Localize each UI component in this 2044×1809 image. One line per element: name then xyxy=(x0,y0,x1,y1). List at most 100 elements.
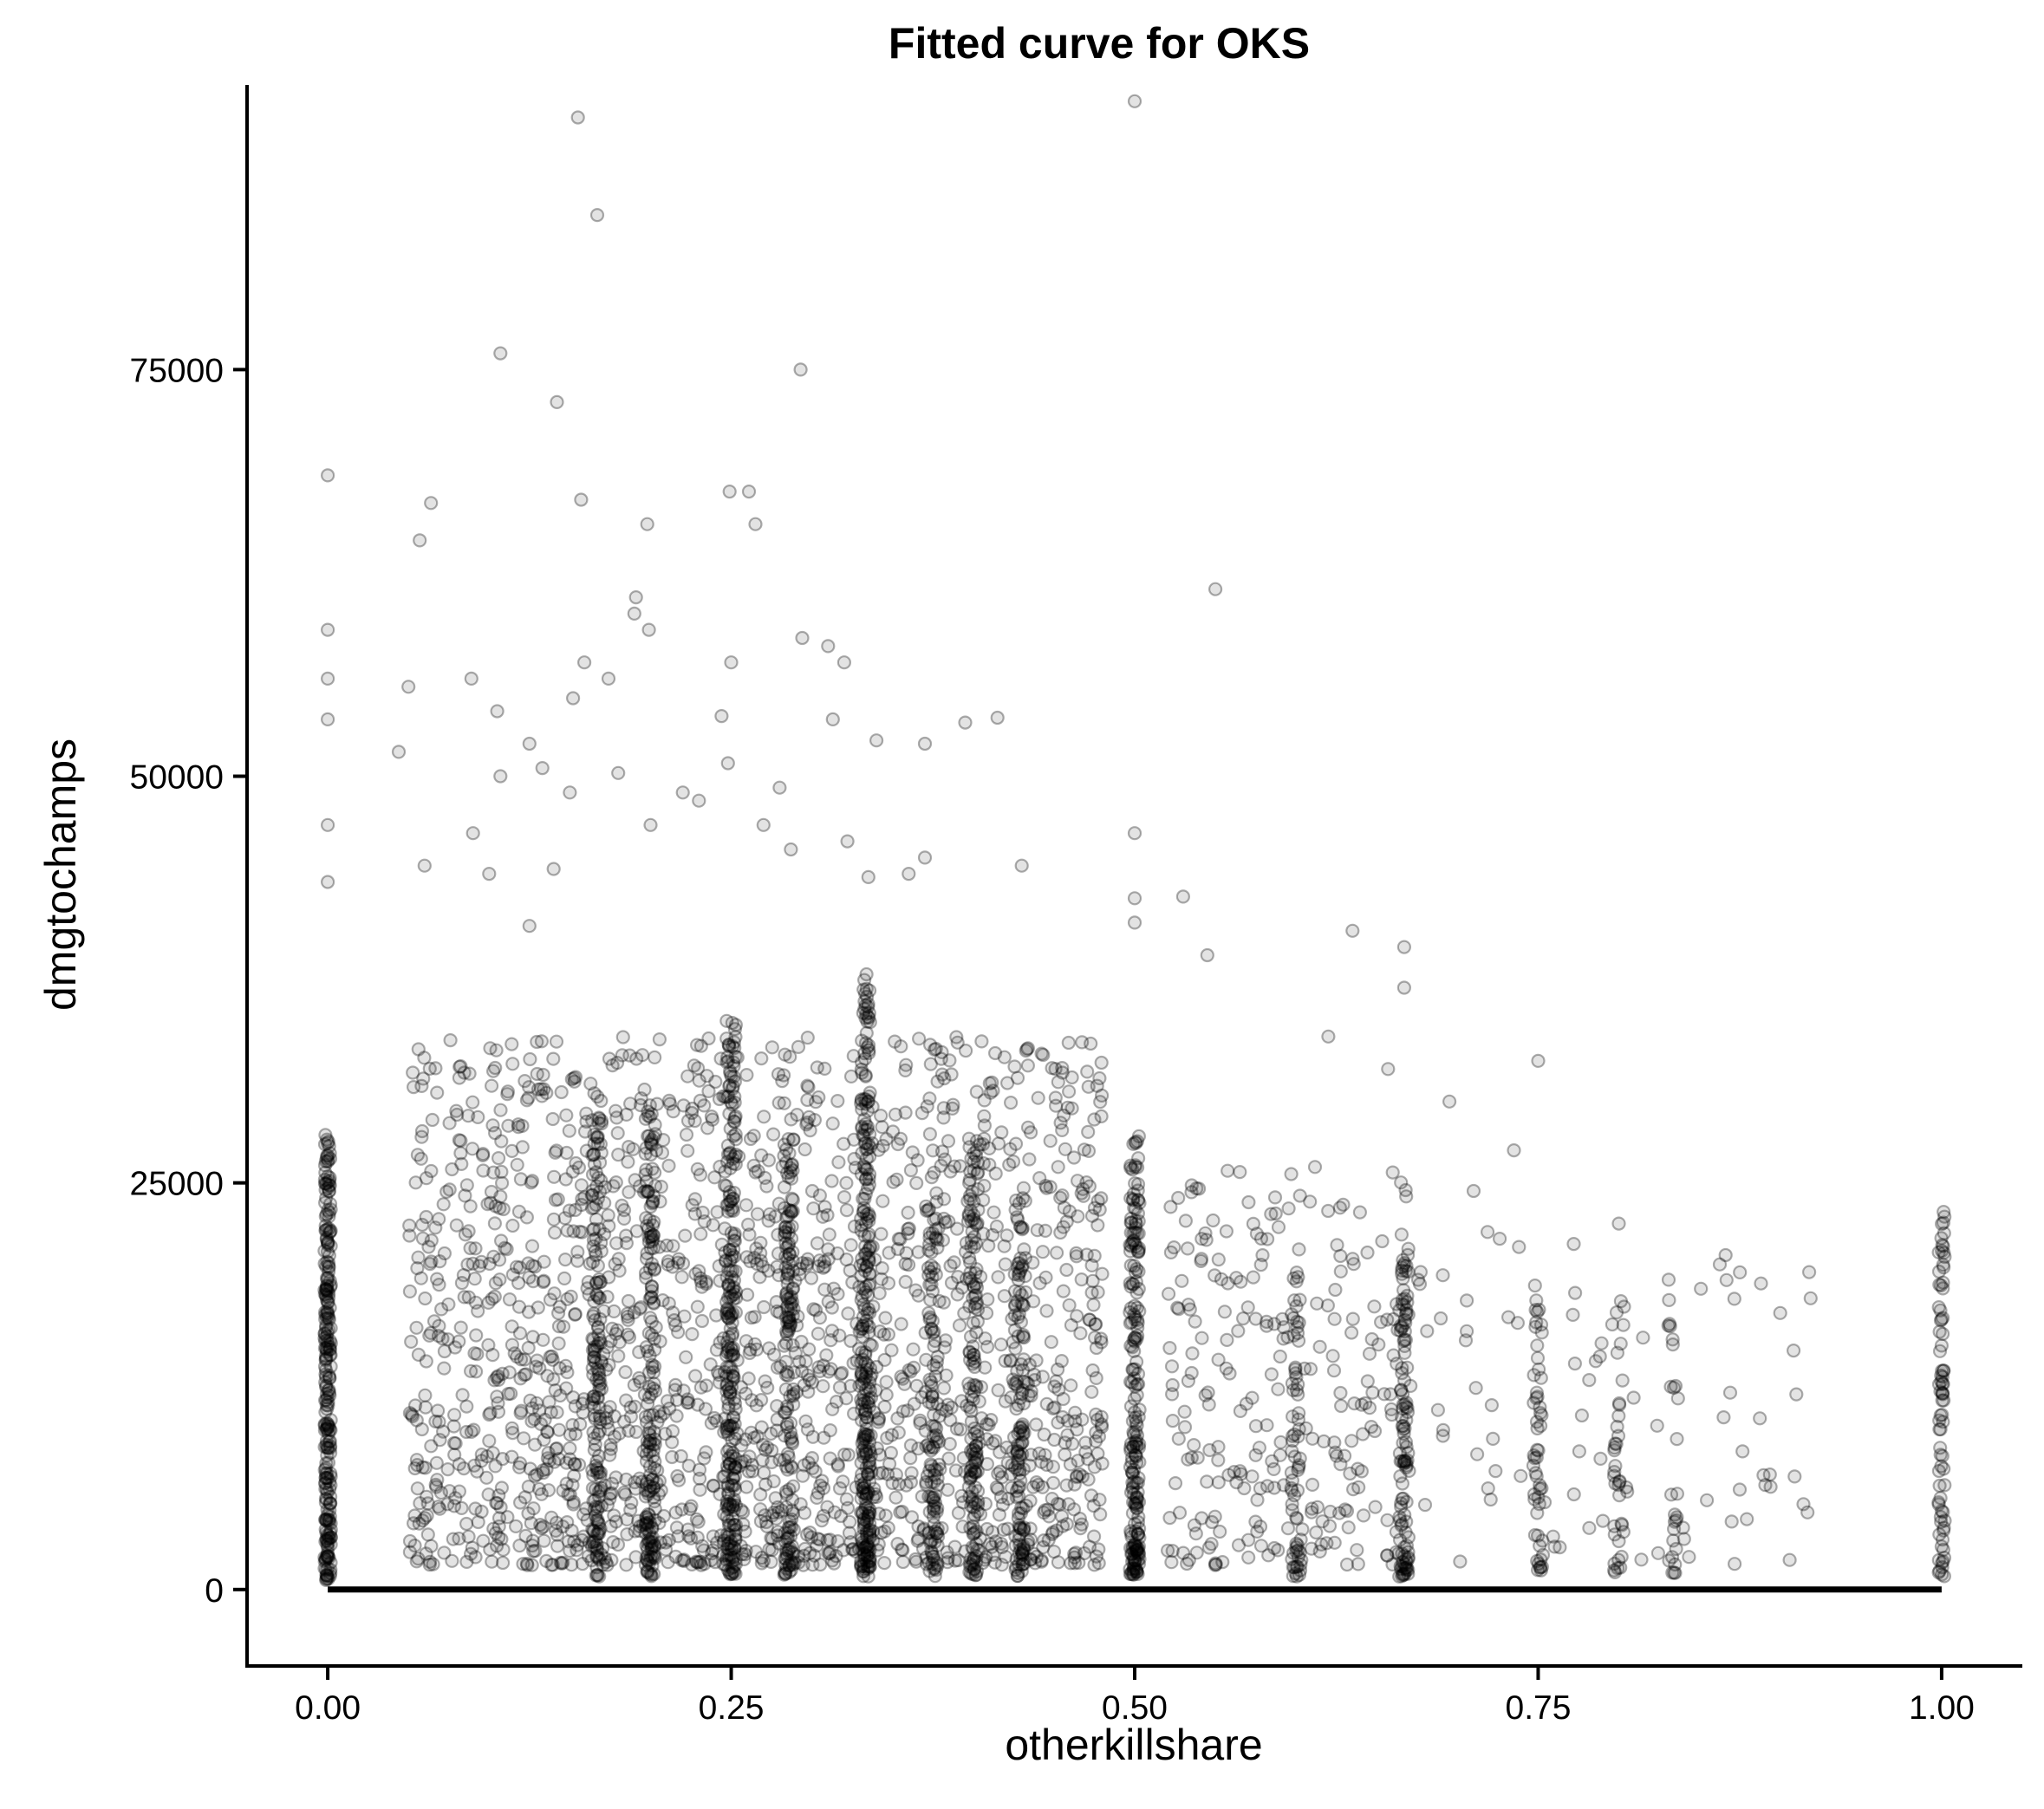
scatter-point-108 xyxy=(976,1155,991,1171)
scatter-point-802 xyxy=(951,1552,966,1568)
scatter-point-596 xyxy=(998,1353,1012,1369)
scatter-point-3740 xyxy=(1013,1220,1028,1234)
scatter-point-1601 xyxy=(693,1227,708,1241)
scatter-point-2059 xyxy=(1385,1165,1400,1180)
scatter-point-1774 xyxy=(524,1414,539,1428)
scatter-point-1259 xyxy=(764,1531,778,1545)
scatter-point-163 xyxy=(410,1457,425,1473)
scatter-point-1939 xyxy=(1273,1435,1288,1450)
scatter-point-680 xyxy=(930,1529,946,1544)
scatter-point-882 xyxy=(1090,1446,1105,1461)
scatter-point-497 xyxy=(516,1557,531,1571)
scatter-point-270 xyxy=(746,1158,761,1173)
scatter-point-3488 xyxy=(926,1428,941,1444)
scatter-point-2236 xyxy=(1420,1324,1435,1338)
scatter-point-647 xyxy=(903,1474,919,1490)
scatter-point-2127 xyxy=(1338,1502,1352,1517)
scatter-point-2911 xyxy=(728,1402,743,1416)
scatter-point-3640 xyxy=(967,1240,981,1255)
scatter-point-550 xyxy=(805,1461,820,1475)
scatter-point-1926 xyxy=(1250,1493,1265,1507)
scatter-point-789 xyxy=(424,1233,439,1248)
scatter-point-1853 xyxy=(930,1074,945,1089)
scatter-point-987 xyxy=(877,1524,892,1539)
scatter-point-965 xyxy=(1086,1298,1101,1312)
scatter-point-774 xyxy=(877,1399,892,1415)
scatter-point-600 xyxy=(486,1165,501,1180)
scatter-point-2025 xyxy=(1182,1302,1197,1317)
scatter-point-4375 xyxy=(1773,1305,1787,1320)
scatter-point-3458 xyxy=(923,1375,939,1389)
scatter-point-218 xyxy=(986,1083,1000,1098)
scatter-point-4314 xyxy=(1935,1567,1950,1582)
scatter-point-329 xyxy=(854,1505,869,1519)
scatter-point-1417 xyxy=(564,1071,579,1087)
scatter-point-2026 xyxy=(1354,1464,1370,1479)
scatter-point-348 xyxy=(643,1531,659,1545)
scatter-point-114 xyxy=(465,1095,480,1109)
scatter-point-629 xyxy=(804,1183,820,1199)
scatter-point-710 xyxy=(428,1477,443,1493)
scatter-point-549 xyxy=(724,1547,739,1562)
scatter-point-424 xyxy=(408,1175,423,1190)
scatter-point-220 xyxy=(436,1197,451,1212)
scatter-point-1260 xyxy=(521,1479,536,1494)
scatter-point-4169 xyxy=(1526,1458,1541,1473)
scatter-point-3027 xyxy=(726,1369,741,1383)
scatter-point-654 xyxy=(778,1310,794,1324)
scatter-point-1371 xyxy=(1020,1058,1036,1073)
scatter-point-3140 xyxy=(782,1246,797,1262)
scatter-point-181 xyxy=(1075,1412,1090,1427)
scatter-point-216 xyxy=(717,1533,732,1548)
scatter-point-1804 xyxy=(922,1038,938,1052)
scatter-point-1718 xyxy=(1036,1047,1051,1063)
scatter-point-1293 xyxy=(449,1103,464,1118)
scatter-point-827 xyxy=(941,1214,956,1229)
scatter-point-753 xyxy=(488,1276,504,1291)
scatter-point-4121 xyxy=(1401,1566,1416,1581)
scatter-point-619 xyxy=(771,1525,785,1539)
scatter-point-4313 xyxy=(1934,1338,1949,1353)
scatter-point-4370 xyxy=(1531,1053,1546,1069)
scatter-point-457 xyxy=(666,1239,680,1253)
scatter-point-2636 xyxy=(587,1136,602,1151)
scatter-point-63 xyxy=(979,1305,994,1321)
scatter-point-290 xyxy=(1006,1376,1022,1391)
scatter-point-4358 xyxy=(917,736,933,752)
scatter-point-2625 xyxy=(590,1288,605,1304)
scatter-point-1073 xyxy=(492,1201,507,1215)
scatter-point-528 xyxy=(461,1529,476,1544)
scatter-point-637 xyxy=(1082,1179,1097,1194)
scatter-point-1642 xyxy=(549,1441,563,1456)
scatter-point-1595 xyxy=(526,1501,541,1516)
scatter-point-123 xyxy=(634,1300,648,1315)
scatter-point-199 xyxy=(495,1555,511,1571)
scatter-point-2577 xyxy=(594,1244,609,1259)
scatter-point-2090 xyxy=(1245,1469,1260,1484)
scatter-point-811 xyxy=(821,1242,836,1257)
scatter-point-3404 xyxy=(856,1449,871,1464)
scatter-point-16 xyxy=(638,1526,653,1540)
scatter-point-2194 xyxy=(1582,1520,1597,1535)
scatter-point-307 xyxy=(1055,1065,1070,1080)
scatter-point-1783 xyxy=(739,1480,754,1494)
scatter-point-577 xyxy=(911,1245,926,1259)
scatter-point-591 xyxy=(1090,1218,1105,1233)
scatter-point-621 xyxy=(1090,1194,1105,1208)
scatter-point-2021 xyxy=(1364,1331,1379,1347)
scatter-point-564 xyxy=(465,1142,480,1156)
scatter-point-3642 xyxy=(962,1255,978,1270)
scatter-point-1392 xyxy=(1094,1055,1109,1070)
scatter-point-1329 xyxy=(905,1145,920,1160)
scatter-point-1216 xyxy=(521,1256,536,1271)
scatter-point-1715 xyxy=(620,1512,635,1527)
scatter-point-773 xyxy=(845,1275,860,1290)
scatter-point-330 xyxy=(911,1441,926,1456)
scatter-point-2 xyxy=(854,1392,869,1407)
scatter-point-857 xyxy=(994,1539,1010,1555)
scatter-point-1147 xyxy=(926,1143,941,1158)
scatter-point-2123 xyxy=(1227,1464,1241,1480)
scatter-point-2785 xyxy=(643,1290,659,1305)
scatter-point-2215 xyxy=(1727,1292,1741,1306)
scatter-point-589 xyxy=(800,1078,815,1093)
